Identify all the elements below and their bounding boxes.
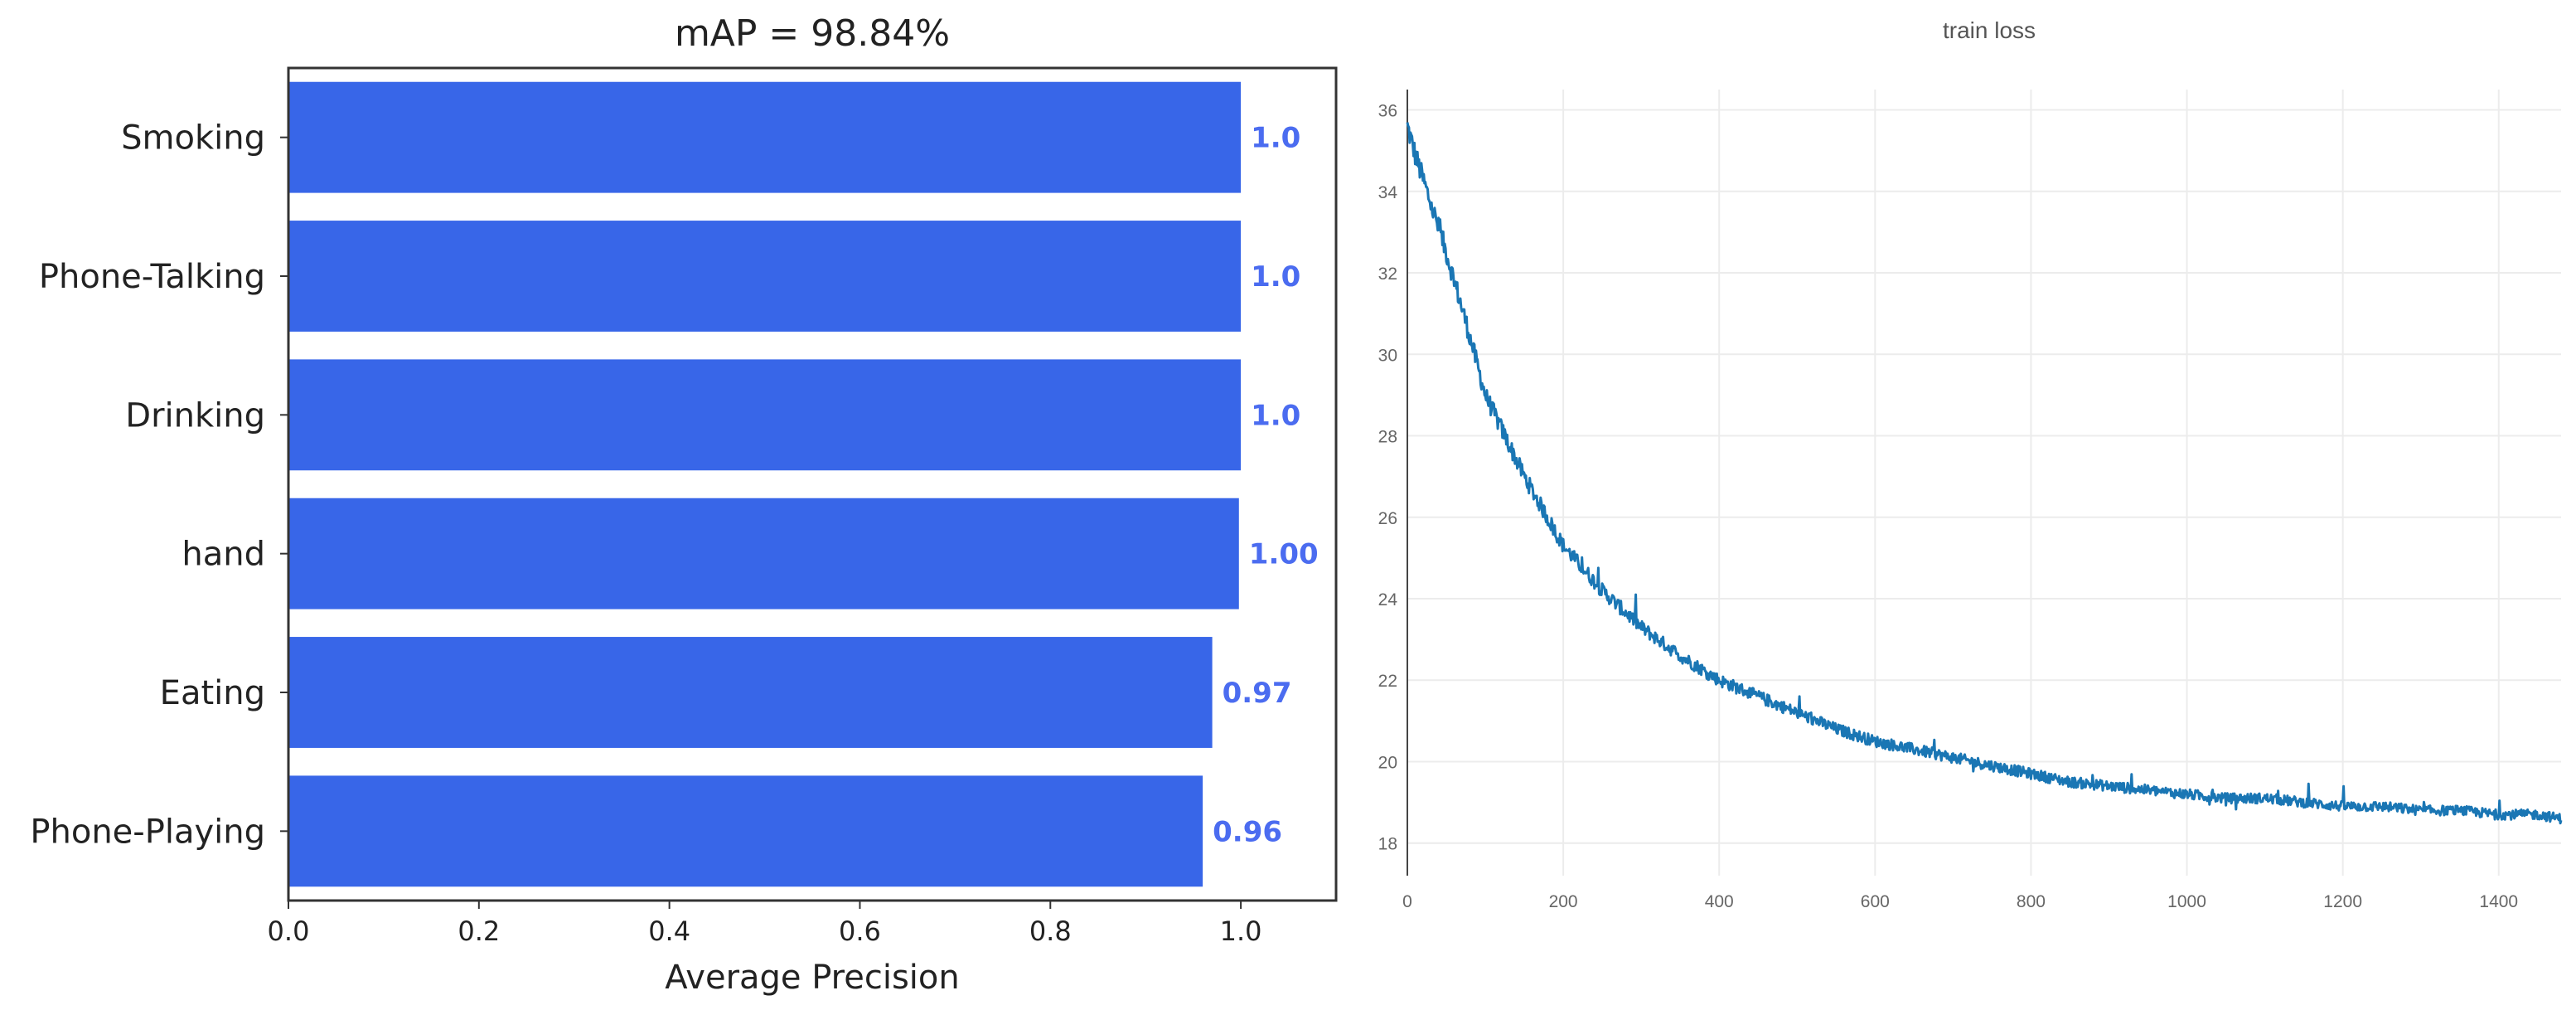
line-y-tick-label: 28 bbox=[1378, 428, 1397, 447]
bar-x-tick-label: 0.2 bbox=[458, 915, 500, 947]
line-x-tick-label: 1200 bbox=[2323, 892, 2362, 911]
bar-category-labels: Smoking Phone-Talking Drinking hand Eating Ph… bbox=[30, 119, 288, 851]
bar-x-tick-label: 1.0 bbox=[1220, 915, 1262, 947]
bar-category-label: Eating bbox=[160, 674, 265, 712]
line-y-tick-label: 24 bbox=[1378, 590, 1398, 609]
line-y-tick-label: 32 bbox=[1378, 265, 1397, 284]
bar-category-label: Phone-Talking bbox=[39, 258, 265, 296]
line-y-tick-label: 30 bbox=[1378, 346, 1397, 365]
bar-layer bbox=[288, 81, 1242, 887]
bar-x-axis-label: Average Precision bbox=[665, 959, 959, 997]
line-y-tick-label: 22 bbox=[1378, 672, 1397, 691]
line-x-tick-label: 0 bbox=[1402, 892, 1412, 911]
bar-value-label: 1.0 bbox=[1251, 122, 1300, 155]
line-y-ticks: 18 20 22 24 26 28 30 32 34 36 bbox=[1378, 102, 1398, 854]
bar-x-tick-label: 0.4 bbox=[648, 915, 690, 947]
bar-value-label: 1.0 bbox=[1251, 260, 1300, 294]
bar-chart-title: mAP = 98.84% bbox=[675, 12, 950, 55]
bar-category-label: Smoking bbox=[121, 119, 265, 158]
bar-x-tick-label: 0.8 bbox=[1029, 915, 1072, 947]
bar-category-label: Phone-Playing bbox=[30, 813, 265, 851]
bar-smoking bbox=[288, 81, 1242, 193]
line-y-tick-label: 34 bbox=[1378, 183, 1398, 202]
bar-x-ticks: 0.0 0.2 0.4 0.6 0.8 1.0 bbox=[268, 901, 1262, 947]
line-x-tick-label: 400 bbox=[1705, 892, 1734, 911]
bar-value-label: 0.96 bbox=[1213, 815, 1282, 848]
bar-phone-playing bbox=[288, 775, 1203, 887]
line-y-tick-label: 26 bbox=[1378, 509, 1397, 528]
bar-value-label: 0.97 bbox=[1223, 677, 1292, 710]
bar-value-labels: 1.0 1.0 1.0 1.00 0.97 0.96 bbox=[1213, 122, 1319, 849]
line-chart: train loss 18 20 22 24 26 28 30 32 34 36 0 200 400 6… bbox=[1378, 17, 2563, 911]
bar-value-label: 1.0 bbox=[1251, 399, 1300, 432]
line-y-tick-label: 18 bbox=[1378, 835, 1397, 854]
line-x-ticks: 0 200 400 600 800 1000 1200 1400 bbox=[1402, 892, 2518, 911]
bar-drinking bbox=[288, 359, 1242, 471]
line-x-tick-label: 200 bbox=[1549, 892, 1578, 911]
line-grid bbox=[1407, 90, 2561, 876]
bar-category-label: hand bbox=[182, 536, 265, 574]
train-loss-line bbox=[1406, 122, 2563, 825]
line-y-tick-label: 36 bbox=[1378, 102, 1397, 121]
line-x-tick-label: 600 bbox=[1861, 892, 1890, 911]
bar-x-tick-label: 0.6 bbox=[839, 915, 881, 947]
bar-phone-talking bbox=[288, 221, 1242, 332]
line-x-tick-label: 800 bbox=[2017, 892, 2046, 911]
bar-hand bbox=[288, 498, 1239, 609]
line-x-tick-label: 1000 bbox=[2167, 892, 2206, 911]
line-y-tick-label: 20 bbox=[1378, 753, 1397, 772]
bar-value-label: 1.00 bbox=[1249, 538, 1319, 571]
bar-plot-frame bbox=[287, 66, 1338, 902]
line-x-tick-label: 1400 bbox=[2479, 892, 2518, 911]
bar-x-tick-label: 0.0 bbox=[268, 915, 310, 947]
bar-eating bbox=[288, 637, 1213, 748]
bar-category-label: Drinking bbox=[125, 396, 265, 435]
bar-chart: mAP = 98.84% 1.0 1.0 1.0 1.00 0.97 0.96 Smoki… bbox=[30, 12, 1338, 997]
line-chart-title: train loss bbox=[1943, 17, 2036, 43]
